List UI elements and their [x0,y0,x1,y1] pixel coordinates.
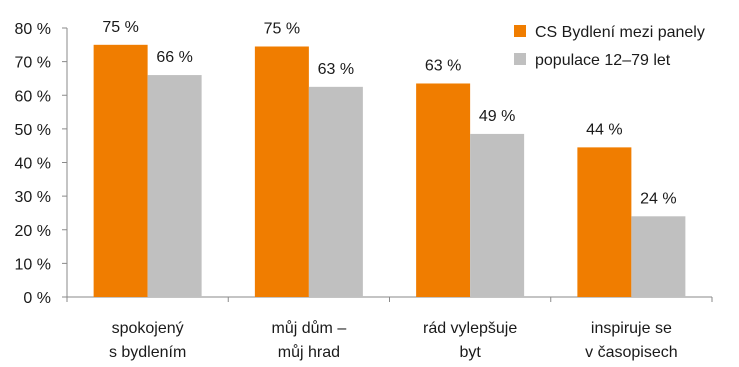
legend-label-population: populace 12–79 let [535,52,671,69]
y-tick-label: 30 % [15,189,51,206]
data-label-cs-2: 63 % [425,57,461,74]
data-label-cs-3: 44 % [586,121,622,138]
data-label-cs-0: 75 % [102,19,138,36]
bar-cs-2 [416,83,471,297]
chart-axes: 0 % 10 % 20 % 30 % 40 % 50 % 60 % 70 % 80 % spoko… [15,21,713,361]
chart-legend: CS Bydlení mezi panely populace 12–79 let [514,24,705,69]
legend-swatch-cs [514,25,526,37]
legend-swatch-population [514,53,526,65]
legend-label-cs: CS Bydlení mezi panely [535,24,705,41]
x-category-label: v časopisech [585,344,678,361]
bar-population-0 [147,75,202,297]
data-label-population-2: 49 % [479,108,515,125]
chart-data-labels: 75 % 66 % 75 % 63 % 63 % 49 % 44 % 24 % [102,19,676,207]
x-category-label: rád vylepšuje [423,320,517,337]
data-label-cs-1: 75 % [264,20,300,37]
bar-cs-1 [254,46,309,298]
x-category-label: spokojený [112,320,184,337]
x-category-label: můj hrad [278,343,340,361]
x-category-label: můj dům – [272,319,347,337]
data-label-population-3: 24 % [640,190,676,207]
y-tick-label: 50 % [15,122,51,139]
bar-population-2 [470,133,525,297]
y-tick-label: 70 % [15,55,51,72]
data-label-population-0: 66 % [156,49,192,66]
y-tick-label: 0 % [23,290,51,307]
y-tick-label: 20 % [15,223,51,240]
y-tick-label: 60 % [15,88,51,105]
y-tick-label: 10 % [15,256,51,273]
chart-bars [93,44,686,298]
bar-cs-0 [93,44,148,297]
bar-cs-3 [577,147,632,297]
x-category-label: byt [459,344,481,361]
data-label-population-1: 63 % [318,61,354,78]
bar-population-3 [631,216,686,297]
y-tick-label: 80 % [15,21,51,38]
y-tick-label: 40 % [15,156,51,173]
x-category-label: s bydlením [109,344,186,361]
x-category-label: inspiruje se [591,320,672,337]
bar-population-1 [308,86,363,297]
